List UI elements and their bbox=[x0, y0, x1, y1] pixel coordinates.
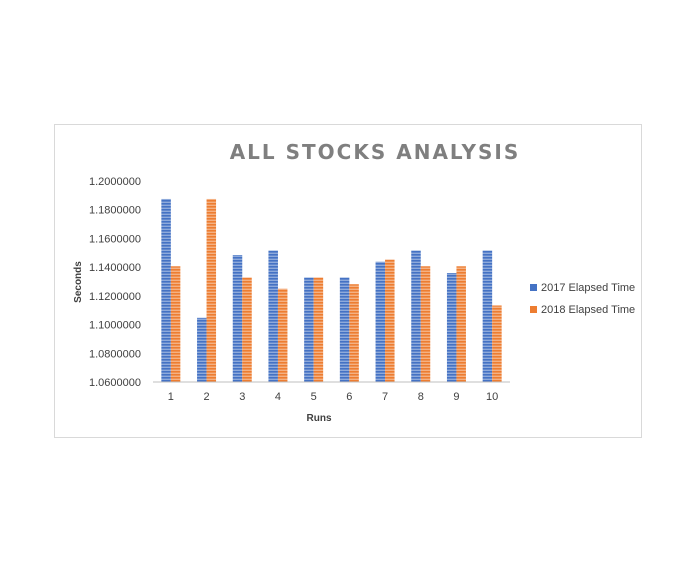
x-tick-label: 8 bbox=[418, 391, 424, 403]
x-axis-ticks: 1 2 3 4 5 6 7 8 9 10 bbox=[168, 391, 498, 403]
x-tick-label: 3 bbox=[239, 391, 245, 403]
bar-2018-run-9 bbox=[456, 266, 466, 382]
y-axis-title: Seconds bbox=[73, 261, 84, 303]
bar-2017-run-2 bbox=[197, 317, 207, 382]
chart-title: ALL STOCKS ANALYSIS bbox=[230, 140, 521, 164]
bar-2018-run-5 bbox=[313, 277, 324, 382]
y-tick-label: 1.2000000 bbox=[89, 176, 141, 188]
bar-2018-run-10 bbox=[492, 305, 502, 382]
legend-label-2018: 2018 Elapsed Time bbox=[541, 304, 635, 316]
bar-2017-run-1 bbox=[161, 198, 171, 382]
bar-2018-run-3 bbox=[242, 277, 252, 382]
y-tick-label: 1.1000000 bbox=[89, 320, 141, 332]
bar-2017-run-6 bbox=[339, 277, 350, 382]
bar-2018-run-2 bbox=[206, 198, 217, 382]
bar-2017-run-7 bbox=[375, 261, 386, 382]
x-tick-label: 2 bbox=[203, 391, 209, 403]
legend-label-2017: 2017 Elapsed Time bbox=[541, 282, 635, 294]
legend-swatch-2018 bbox=[530, 306, 537, 313]
x-tick-label: 6 bbox=[346, 391, 352, 403]
x-tick-label: 9 bbox=[453, 391, 459, 403]
y-tick-label: 1.1600000 bbox=[89, 233, 141, 245]
x-tick-label: 10 bbox=[486, 391, 498, 403]
x-tick-label: 5 bbox=[311, 391, 317, 403]
bar-2017-run-3 bbox=[232, 255, 243, 382]
bar-2017-run-5 bbox=[304, 277, 314, 382]
bar-2018-run-8 bbox=[420, 266, 431, 382]
bar-2018-run-1 bbox=[170, 266, 181, 382]
bar-2017-run-9 bbox=[446, 273, 457, 382]
y-tick-label: 1.1800000 bbox=[89, 205, 141, 217]
bars bbox=[161, 198, 502, 382]
x-tick-label: 1 bbox=[168, 391, 174, 403]
legend: 2017 Elapsed Time 2018 Elapsed Time bbox=[530, 282, 635, 316]
legend-swatch-2017 bbox=[530, 284, 537, 291]
y-axis-ticks: 1.0600000 1.0800000 1.1000000 1.1200000 1.14… bbox=[89, 176, 141, 389]
x-tick-label: 7 bbox=[382, 391, 388, 403]
x-tick-label: 4 bbox=[275, 391, 281, 403]
bar-2017-run-4 bbox=[268, 250, 278, 382]
y-tick-label: 1.0800000 bbox=[89, 348, 141, 360]
chart-svg: ALL STOCKS ANALYSIS 1.06000001.08000001.… bbox=[73, 140, 635, 424]
y-tick-label: 1.1400000 bbox=[89, 262, 141, 274]
bar-2017-run-10 bbox=[482, 250, 493, 382]
bar-2017-run-8 bbox=[411, 250, 421, 382]
x-axis-title: Runs bbox=[307, 413, 332, 424]
chart-area: ALL STOCKS ANALYSIS 1.0600000 1.0800000 1.… bbox=[54, 124, 642, 438]
y-tick-label: 1.1200000 bbox=[89, 291, 141, 303]
bar-2018-run-7 bbox=[385, 259, 395, 382]
y-tick-label: 1.0600000 bbox=[89, 377, 141, 389]
bar-2018-run-4 bbox=[277, 288, 288, 382]
bar-2018-run-6 bbox=[349, 284, 359, 382]
